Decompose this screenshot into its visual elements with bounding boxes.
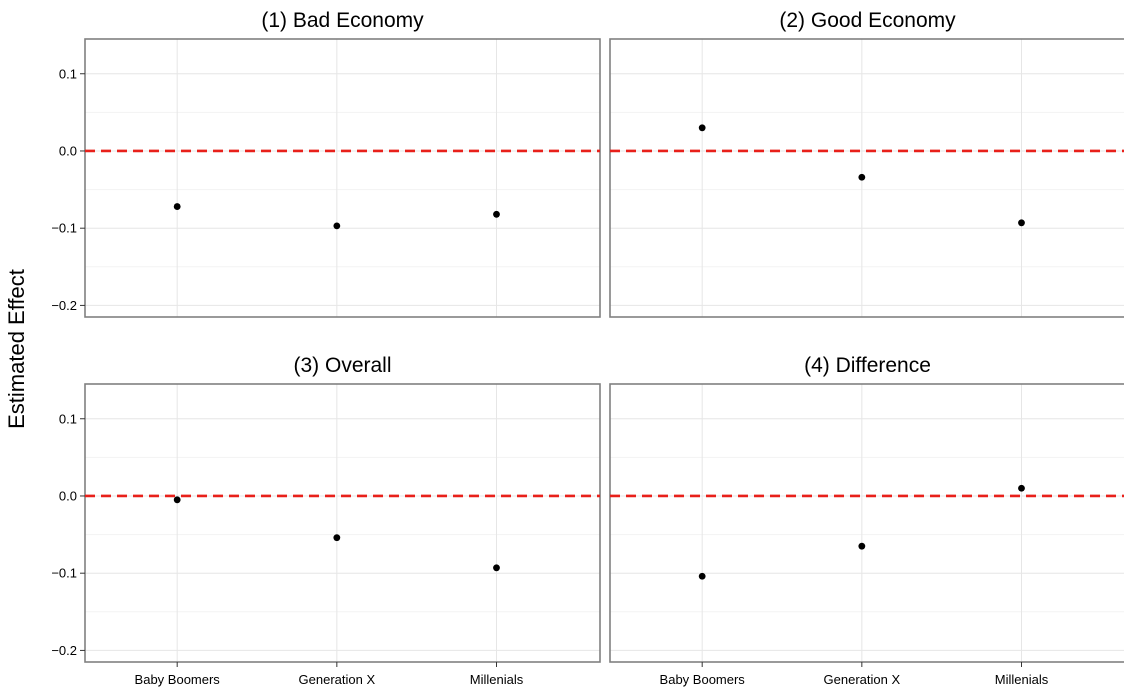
panel-border	[84, 38, 601, 318]
data-point-millenials	[1018, 219, 1025, 227]
panel-2: (2) Good Economy	[609, 9, 1124, 318]
y-tick-label: 0.1	[59, 66, 77, 81]
y-tick-label: −0.1	[51, 566, 77, 581]
data-point-millenials	[493, 210, 500, 218]
x-tick-label: Millenials	[995, 672, 1049, 687]
panel-border	[84, 383, 601, 663]
y-axis-title: Estimated Effect	[4, 269, 29, 429]
panel-border	[609, 383, 1124, 663]
data-point-baby-boomers	[173, 496, 181, 504]
y-tick-label: 0.0	[59, 488, 77, 503]
panel-1: (1) Bad Economy 0.1 0.0 −0.1 −0.2	[51, 9, 601, 318]
panels-group: (1) Bad Economy 0.1 0.0 −0.1 −0.2 (2) Good Ec…	[51, 9, 1124, 687]
panel-title: (3) Overall	[293, 354, 391, 377]
y-tick-label: 0.0	[59, 143, 77, 158]
x-tick-label: Millenials	[470, 672, 524, 687]
y-tick-label: 0.1	[59, 411, 77, 426]
x-tick-label: Generation X	[299, 672, 376, 687]
data-point-millenials	[493, 564, 500, 572]
data-point-millenials	[1018, 484, 1025, 492]
panel-title: (4) Difference	[804, 354, 931, 377]
data-point-generation-x	[858, 542, 866, 550]
panel-title: (1) Bad Economy	[261, 9, 424, 32]
y-tick-label: −0.2	[51, 643, 77, 658]
panel-title: (2) Good Economy	[779, 9, 956, 32]
x-tick-label: Baby Boomers	[135, 672, 221, 687]
data-point-baby-boomers	[698, 572, 706, 580]
x-tick-label: Baby Boomers	[660, 672, 746, 687]
panel-4: (4) Difference Baby Boomers Generation X Mi…	[609, 354, 1124, 687]
y-tick-label: −0.2	[51, 298, 77, 313]
data-point-baby-boomers	[698, 124, 706, 132]
data-point-generation-x	[333, 534, 341, 542]
panel-border	[609, 38, 1124, 318]
data-point-baby-boomers	[173, 203, 181, 210]
panel-3: (3) Overall 0.1 0.0 −0.1 −0.2 Baby Boomers Gen…	[51, 354, 601, 687]
x-tick-label: Generation X	[824, 672, 901, 687]
data-point-generation-x	[858, 173, 866, 181]
data-point-generation-x	[333, 222, 341, 230]
y-tick-label: −0.1	[51, 221, 77, 236]
